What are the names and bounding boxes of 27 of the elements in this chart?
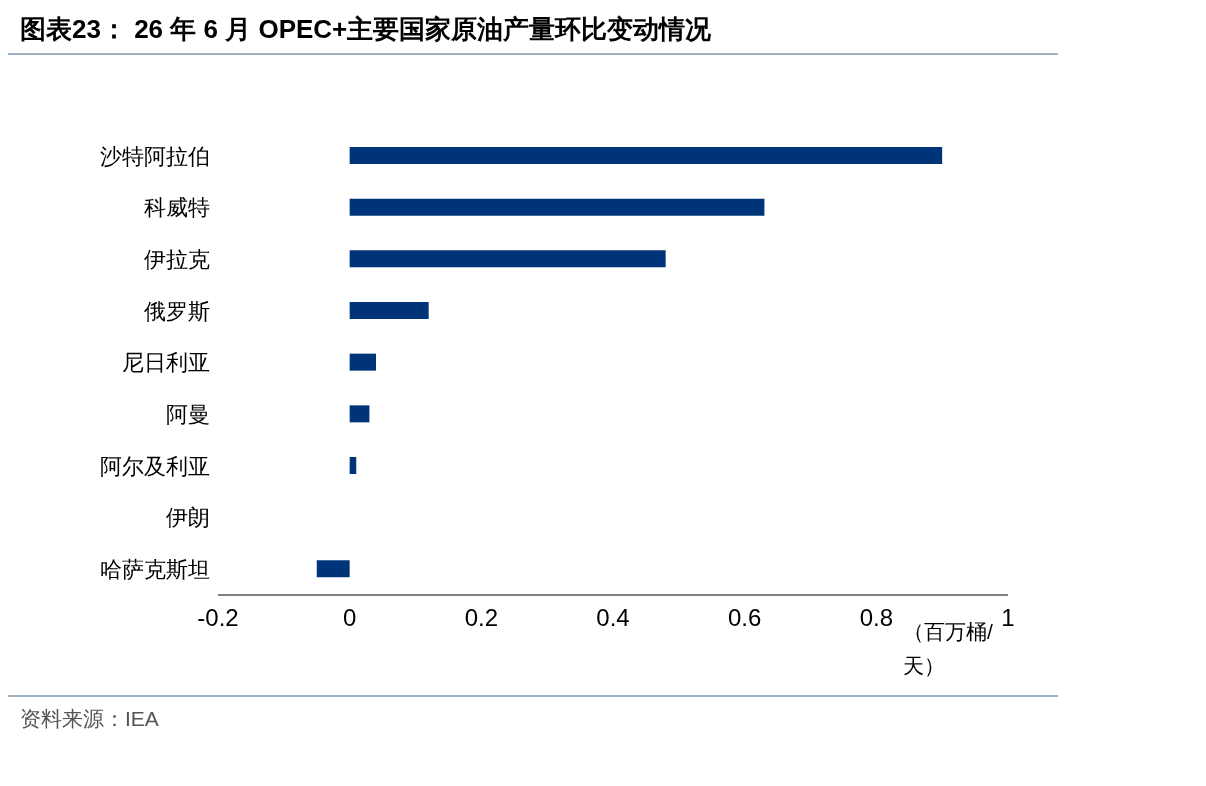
bar	[316, 560, 350, 578]
y-tick-label: 俄罗斯	[144, 298, 210, 324]
y-tick-label: 沙特阿拉伯	[100, 143, 210, 169]
y-tick-label: 阿曼	[166, 401, 210, 427]
bar	[349, 198, 765, 216]
y-tick-label: 阿尔及利亚	[100, 453, 210, 479]
x-tick-label: 0.8	[859, 604, 894, 632]
x-tick-label: 0	[342, 604, 357, 632]
chart-title: 图表23： 26 年 6 月 OPEC+主要国家原油产量环比变动情况	[8, 8, 1058, 55]
x-tick-label: 0.2	[464, 604, 499, 632]
bar	[349, 405, 370, 423]
x-tick-label: 0.4	[596, 604, 630, 632]
y-tick-label: 哈萨克斯坦	[100, 556, 210, 582]
y-tick-label: 科威特	[144, 195, 210, 221]
bar	[349, 147, 943, 164]
x-tick-label: -0.2	[197, 604, 239, 632]
x-tick-label: 1	[1001, 604, 1015, 632]
y-tick-label: 尼日利亚	[122, 350, 210, 376]
bar	[349, 353, 376, 371]
y-tick-label: 伊朗	[166, 505, 210, 531]
bar	[349, 457, 357, 474]
bar	[349, 250, 666, 268]
x-axis-title: （百万桶/天）	[903, 620, 993, 677]
y-tick-label: 伊拉克	[144, 246, 210, 272]
x-tick-label: 0.6	[727, 604, 762, 632]
bar	[349, 302, 429, 319]
text: 资料来源：IEA	[20, 707, 159, 730]
